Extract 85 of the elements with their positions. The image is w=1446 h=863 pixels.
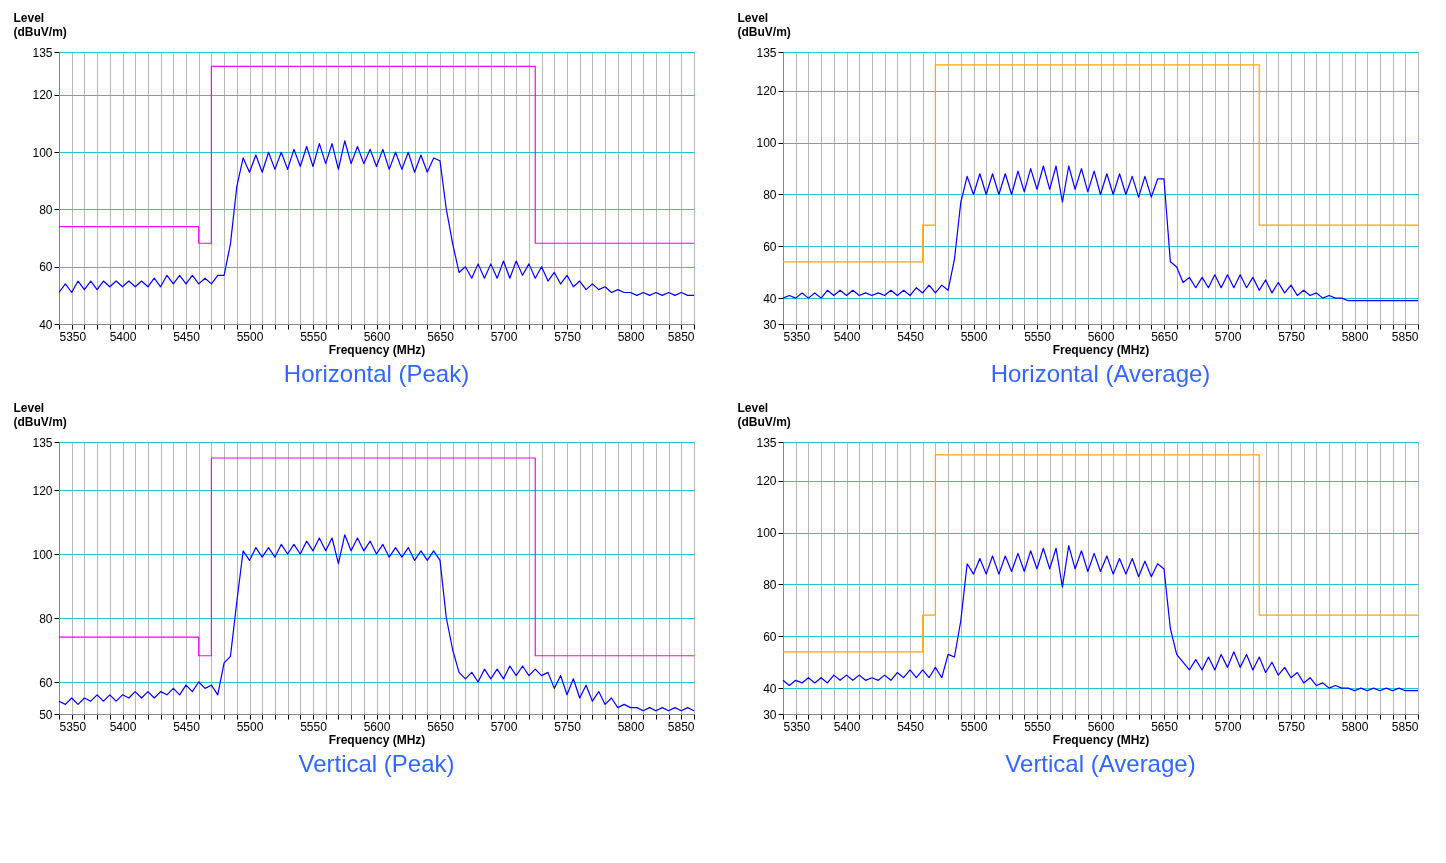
- y-tick-label: 100: [756, 136, 777, 151]
- line-series: [782, 545, 1419, 692]
- y-tick-label: 60: [763, 629, 777, 644]
- x-tick-label: 5400: [109, 719, 137, 734]
- y-tick-label: 30: [763, 317, 777, 332]
- x-tick-label: 5750: [1278, 329, 1306, 344]
- line-series: [782, 165, 1419, 302]
- y-tick-label: 60: [763, 239, 777, 254]
- y-tick-label: 80: [39, 611, 53, 626]
- x-tick-label: 5400: [833, 329, 861, 344]
- x-tick-label: 5500: [236, 329, 264, 344]
- y-tick-label: 80: [39, 202, 53, 217]
- x-tick-label: 5350: [783, 719, 811, 734]
- y-tick-label: 40: [39, 317, 53, 332]
- text: Horizontal (Average): [990, 360, 1211, 387]
- y-tick-label: 60: [39, 675, 53, 690]
- y-tick-label: 40: [763, 681, 777, 696]
- x-tick-label: 5700: [1214, 329, 1242, 344]
- y-tick-label: 60: [39, 260, 53, 275]
- y-tick-label: 135: [32, 435, 53, 450]
- y-tick-label: 120: [32, 88, 53, 103]
- x-tick-label: 5800: [617, 329, 645, 344]
- x-tick-label: 5800: [1341, 329, 1369, 344]
- x-tick-label: 5550: [1024, 719, 1052, 734]
- x-axis-title: Frequency (MHz): [328, 732, 426, 747]
- y-tick-label: 50: [39, 707, 53, 722]
- x-tick-label: 5450: [173, 719, 201, 734]
- y-tick-label: 135: [756, 45, 777, 60]
- x-tick-label: 5850: [1391, 719, 1419, 734]
- x-tick-label: 5350: [783, 329, 811, 344]
- text: Horizontal (Peak): [283, 360, 470, 387]
- y-tick-label: 100: [756, 526, 777, 541]
- y-tick-label: 135: [756, 435, 777, 450]
- y-tick-label: 100: [32, 145, 53, 160]
- text: Vertical (Average): [1005, 750, 1196, 777]
- x-tick-label: 5500: [960, 329, 988, 344]
- text: Vertical (Peak): [298, 750, 455, 777]
- x-tick-label: 5650: [1151, 329, 1179, 344]
- x-tick-label: 5600: [363, 719, 391, 734]
- y-tick-label: 80: [763, 187, 777, 202]
- x-tick-label: 5700: [1214, 719, 1242, 734]
- y-axis-title: Level (dBuV/m): [13, 10, 67, 39]
- x-tick-label: 5850: [667, 329, 695, 344]
- x-tick-label: 5550: [1024, 329, 1052, 344]
- y-tick-label: 100: [32, 547, 53, 562]
- x-tick-label: 5400: [833, 719, 861, 734]
- x-tick-label: 5450: [173, 329, 201, 344]
- y-axis-title: Level (dBuV/m): [13, 400, 67, 429]
- x-tick-label: 5550: [300, 719, 328, 734]
- y-tick-label: 120: [32, 483, 53, 498]
- x-tick-label: 5750: [554, 719, 582, 734]
- x-axis-title: Frequency (MHz): [1052, 732, 1150, 747]
- x-tick-label: 5650: [1151, 719, 1179, 734]
- x-tick-label: 5650: [427, 329, 455, 344]
- x-tick-label: 5850: [667, 719, 695, 734]
- y-tick-label: 80: [763, 577, 777, 592]
- x-tick-label: 5750: [554, 329, 582, 344]
- x-tick-label: 5750: [1278, 719, 1306, 734]
- x-tick-label: 5600: [363, 329, 391, 344]
- y-tick-label: 120: [756, 84, 777, 99]
- x-tick-label: 5500: [236, 719, 264, 734]
- y-tick-label: 30: [763, 707, 777, 722]
- x-tick-label: 5600: [1087, 329, 1115, 344]
- y-axis-title: Level (dBuV/m): [737, 10, 791, 39]
- line-series: [58, 140, 695, 296]
- x-tick-label: 5700: [490, 719, 518, 734]
- x-tick-label: 5400: [109, 329, 137, 344]
- x-tick-label: 5350: [59, 329, 87, 344]
- y-tick-label: 120: [756, 474, 777, 489]
- x-tick-label: 5850: [1391, 329, 1419, 344]
- x-tick-label: 5800: [1341, 719, 1369, 734]
- x-tick-label: 5450: [897, 719, 925, 734]
- y-tick-label: 135: [32, 45, 53, 60]
- y-axis-title: Level (dBuV/m): [737, 400, 791, 429]
- x-tick-label: 5800: [617, 719, 645, 734]
- x-axis-title: Frequency (MHz): [1052, 342, 1150, 357]
- x-tick-label: 5550: [300, 329, 328, 344]
- x-tick-label: 5600: [1087, 719, 1115, 734]
- x-tick-label: 5500: [960, 719, 988, 734]
- x-tick-label: 5450: [897, 329, 925, 344]
- x-tick-label: 5700: [490, 329, 518, 344]
- y-tick-label: 40: [763, 291, 777, 306]
- x-axis-title: Frequency (MHz): [328, 342, 426, 357]
- x-tick-label: 5350: [59, 719, 87, 734]
- x-tick-label: 5650: [427, 719, 455, 734]
